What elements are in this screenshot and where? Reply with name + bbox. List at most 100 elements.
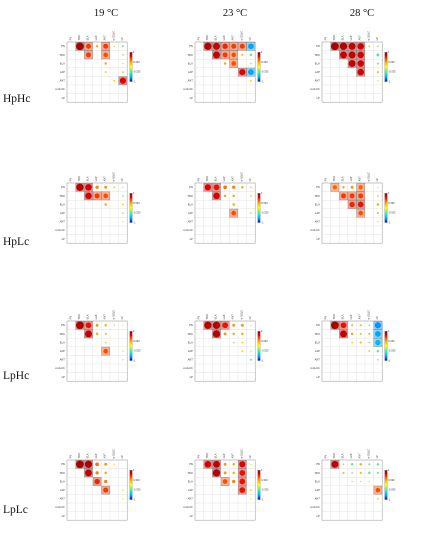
row-tick-label: α-GLUC — [310, 505, 320, 509]
correlation-circle — [239, 469, 246, 476]
colorbar-tick-label: -1 — [133, 220, 136, 224]
correlation-circle — [222, 52, 228, 58]
row-tick-label: PN — [316, 185, 320, 189]
correlation-circle — [376, 497, 379, 500]
correlation-circle — [113, 45, 116, 48]
row-tick-label: ANT — [315, 358, 321, 362]
colorbar-tick-label: 1 — [133, 191, 135, 195]
colorbar-tick-label: 1 — [133, 50, 135, 54]
panel-border — [66, 320, 128, 382]
correlation-circle — [331, 460, 339, 468]
correlation-circle — [359, 462, 363, 466]
row-tick-label: TDO — [187, 53, 192, 57]
column-tick-label: α-GLUC — [239, 449, 243, 459]
row-tick-label: ELA — [188, 340, 193, 344]
colorbar-tick-label: 1 — [388, 329, 390, 333]
colorbar-tick-label: 0.333 — [388, 201, 395, 205]
row-tick-label: ELA — [315, 61, 320, 65]
correlation-circle — [85, 183, 92, 191]
correlation-circle — [359, 324, 362, 327]
row-tick-label: ANT — [188, 220, 194, 224]
column-tick-label: ANT — [231, 35, 235, 41]
row-tick-label: LAP — [315, 349, 320, 353]
column-tick-label: TDO — [332, 314, 336, 319]
row-tick-label: PN — [316, 44, 320, 48]
row-tick-label: TDO — [314, 471, 319, 475]
correlation-circle — [249, 194, 252, 197]
correlation-circle — [232, 341, 235, 344]
correlation-circle — [212, 42, 221, 50]
correlation-circle — [249, 79, 252, 82]
correlation-circle — [121, 71, 124, 74]
row-header-hphc: HpHc — [3, 93, 30, 105]
correlation-circle — [103, 487, 109, 493]
panel-border — [66, 182, 128, 244]
correlation-circle — [377, 186, 379, 189]
column-tick-label: α-GLUC — [111, 31, 115, 41]
colorbar-tick-label: 0.333 — [261, 201, 268, 205]
correlation-circle — [232, 323, 236, 327]
row-tick-label: LAP — [315, 488, 320, 492]
correlation-circle — [223, 194, 227, 198]
row-tick-label: TDO — [314, 53, 319, 57]
correlation-circle — [359, 332, 362, 336]
column-tick-label: LAP — [349, 176, 353, 181]
correlation-circle — [212, 330, 221, 338]
column-tick-label: LAP — [222, 453, 226, 458]
correlation-circle — [239, 461, 246, 468]
row-tick-label: ELA — [315, 479, 320, 483]
correlation-circle — [223, 332, 227, 336]
colorbar — [257, 331, 261, 361]
row-tick-label: LP — [317, 375, 320, 379]
colorbar — [257, 193, 261, 223]
correlogram-panels: PN PN TDO TDO ELA ELA LAP LAP ANT ANT α-GLUC α-GLUC… — [55, 31, 396, 521]
correlation-circle — [104, 332, 107, 336]
correlation-circle — [103, 479, 108, 484]
colorbar-tick-label: -0.333 — [388, 70, 396, 74]
correlation-circle — [213, 192, 220, 200]
correlation-circle — [249, 358, 253, 361]
correlation-circle — [223, 462, 227, 466]
correlation-circle — [85, 192, 92, 200]
row-tick-label: PN — [61, 462, 65, 466]
column-tick-label: ANT — [231, 314, 235, 320]
column-tick-label: LP — [248, 316, 252, 319]
correlation-circle — [212, 460, 221, 468]
column-tick-label: TDO — [332, 35, 336, 40]
correlation-circle — [75, 460, 84, 469]
column-tick-label: ELA — [86, 314, 90, 319]
correlation-circle — [121, 203, 124, 206]
correlation-circle — [121, 194, 124, 197]
colorbar-tick-label: -0.333 — [133, 349, 141, 353]
correlation-circle — [95, 462, 100, 467]
correlation-circle — [113, 324, 116, 327]
correlation-circle — [122, 489, 124, 491]
column-tick-label: ELA — [86, 176, 90, 181]
correlation-circle — [241, 341, 244, 344]
correlation-circle — [377, 79, 379, 82]
colorbar — [384, 470, 388, 500]
correlation-circle — [95, 44, 99, 48]
correlation-circle — [84, 330, 93, 338]
colorbar — [384, 52, 388, 82]
colorbar-tick-label: 0.333 — [261, 339, 268, 343]
correlation-circle — [376, 462, 380, 466]
column-tick-label: ANT — [358, 35, 362, 41]
correlation-circle — [240, 332, 244, 336]
row-tick-label: ELA — [60, 61, 65, 65]
correlation-circle — [122, 62, 124, 65]
correlation-circle — [342, 463, 345, 466]
colorbar — [129, 193, 133, 223]
correlation-circle — [376, 70, 380, 74]
correlation-circle — [85, 322, 92, 329]
column-tick-label: PN — [196, 178, 200, 182]
correlation-circle — [249, 53, 253, 57]
column-tick-label: LAP — [94, 35, 98, 40]
column-header-19: 19 °C — [94, 8, 118, 19]
correlation-circle — [212, 51, 221, 59]
column-tick-label: TDO — [77, 453, 81, 458]
